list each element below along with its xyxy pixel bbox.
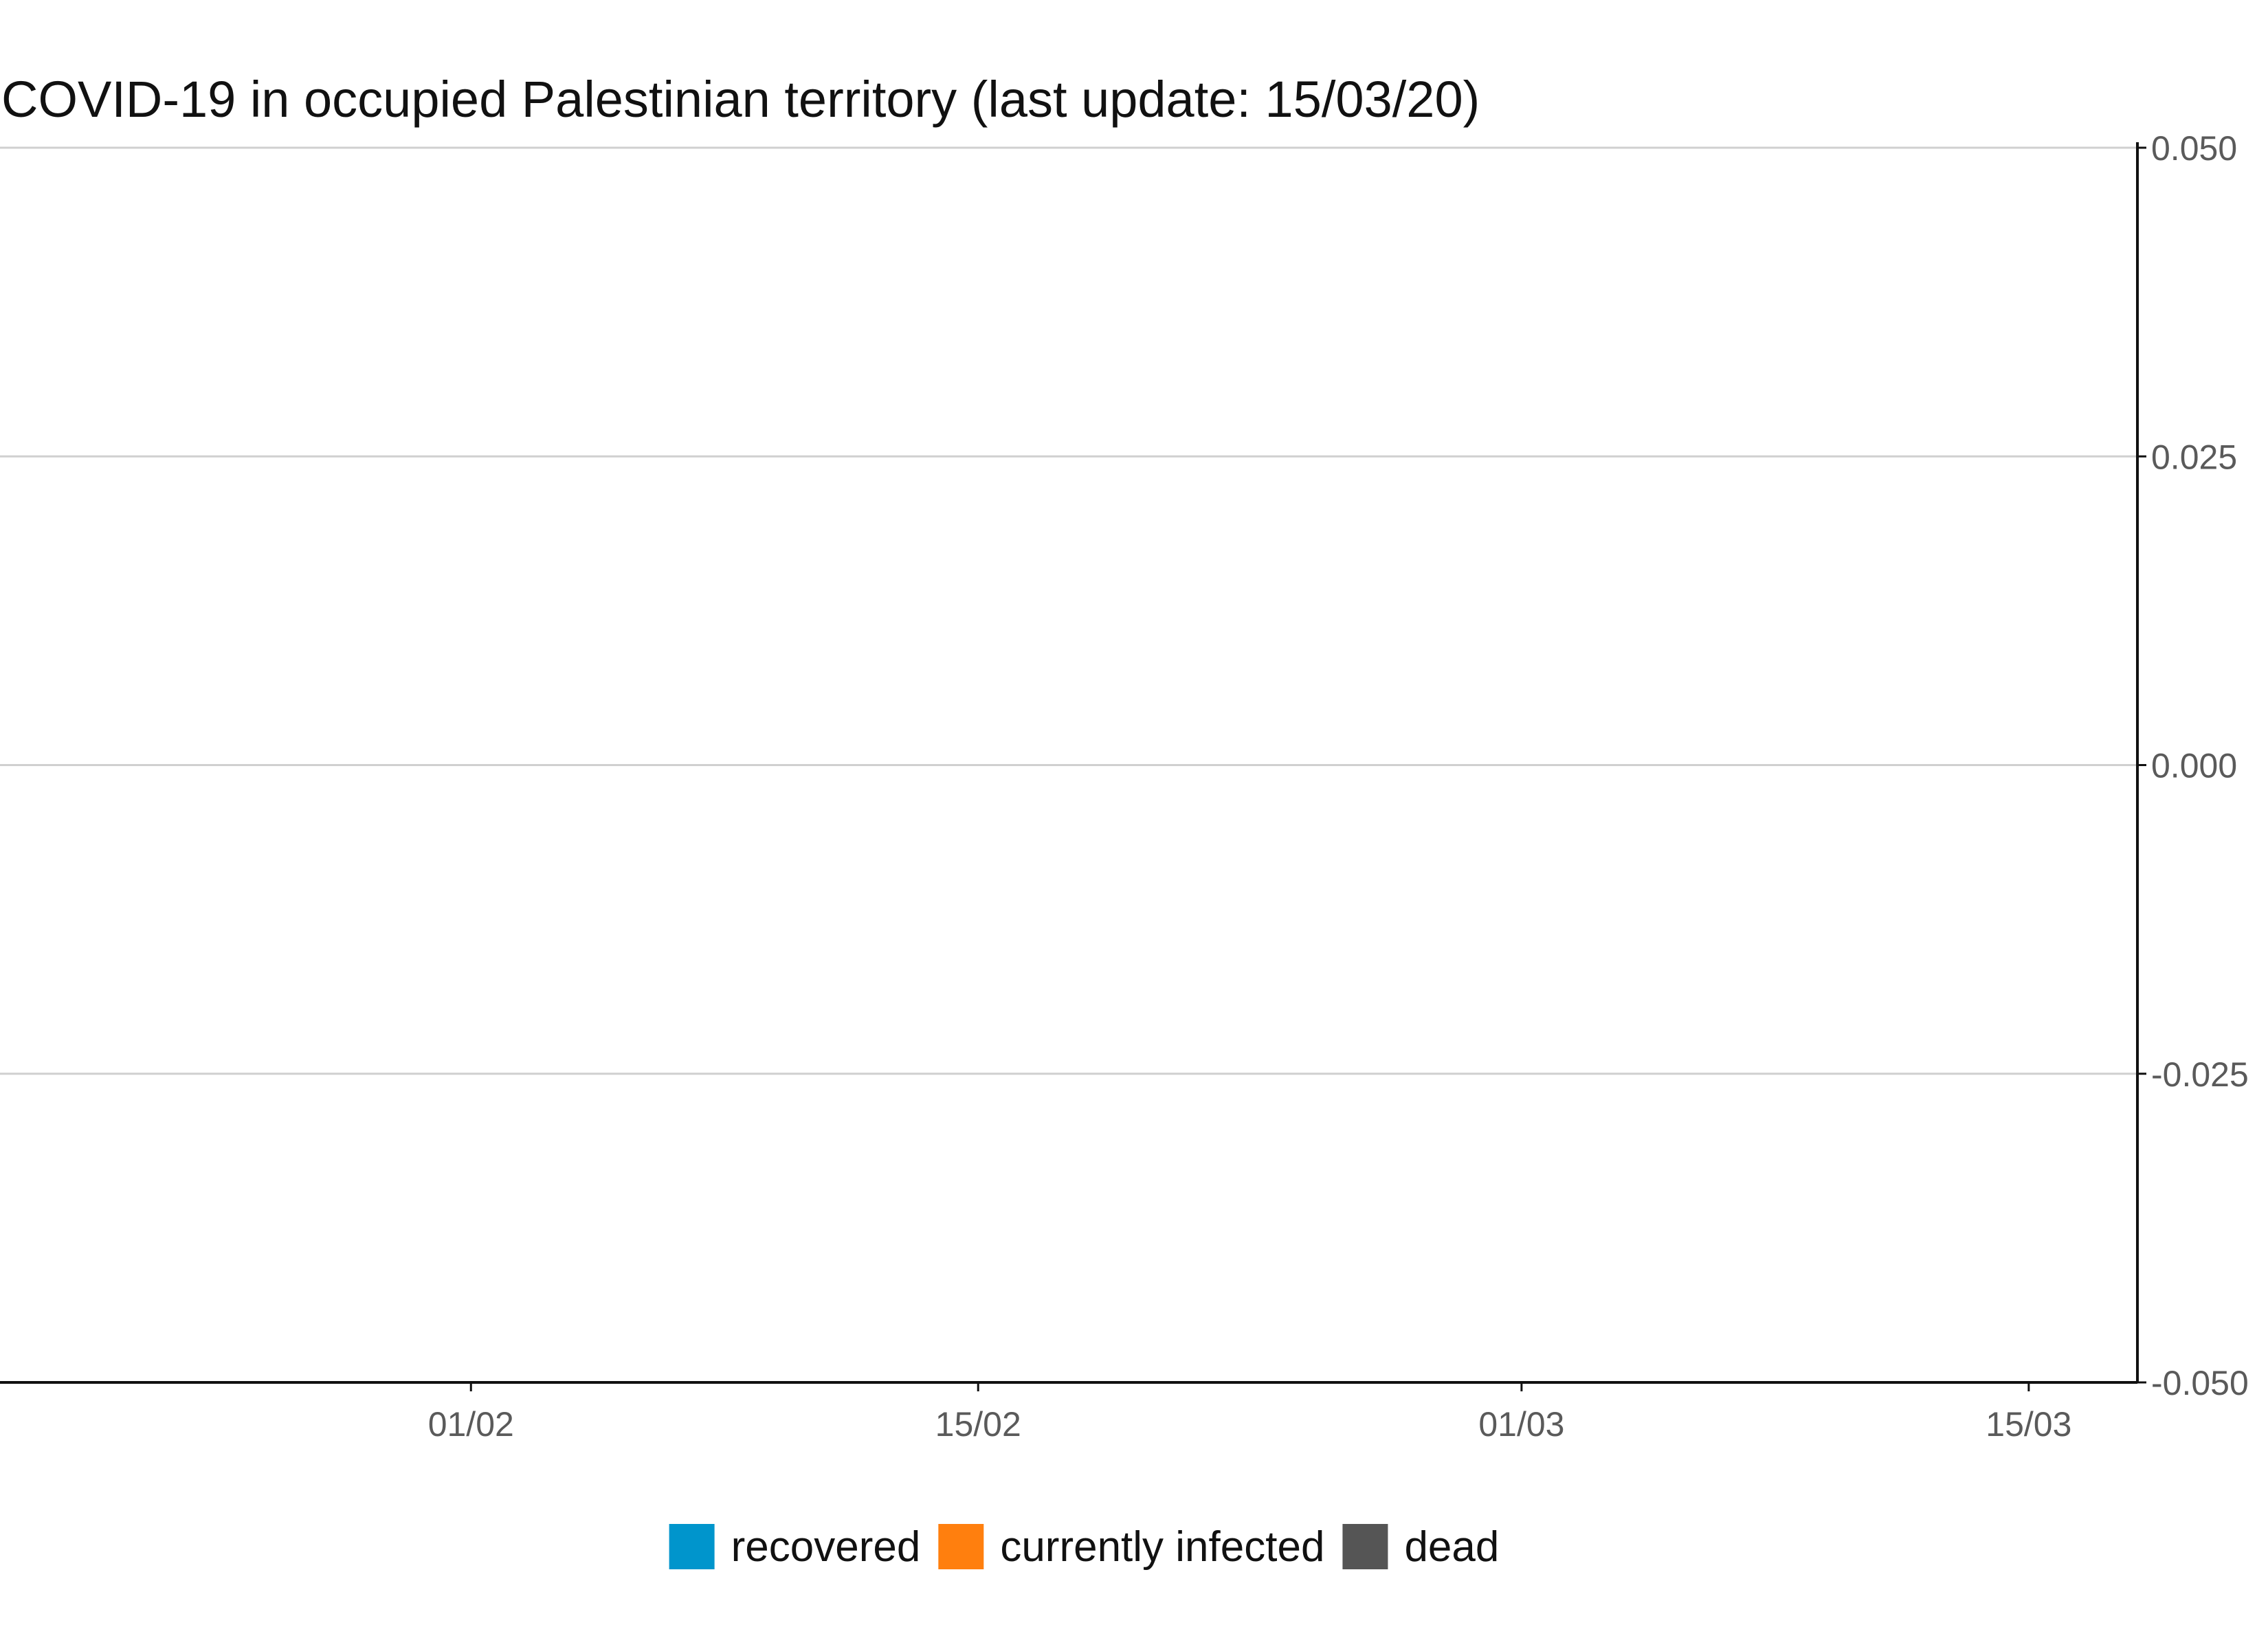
x-axis-ticks: 01/02 15/02 01/03 15/03 (428, 1382, 2071, 1444)
y-tick-label: 0.025 (2151, 438, 2237, 476)
x-tick-label: 15/03 (1986, 1405, 2071, 1444)
y-axis-ticks: 0.050 0.025 0.000 -0.025 -0.050 (2137, 129, 2249, 1402)
legend-swatch (938, 1524, 984, 1569)
legend-label: currently infected (1000, 1523, 1324, 1571)
y-tick-label: -0.025 (2151, 1055, 2249, 1094)
legend: recovered currently infected dead (669, 1523, 1499, 1571)
chart-title: COVID-19 in occupied Palestinian territo… (1, 71, 1480, 128)
legend-label: recovered (731, 1523, 921, 1571)
y-tick-label: 0.000 (2151, 747, 2237, 785)
legend-label: dead (1404, 1523, 1499, 1571)
y-tick-label: 0.050 (2151, 129, 2237, 168)
x-tick-label: 15/02 (935, 1405, 1021, 1444)
axes (0, 142, 2139, 1384)
legend-swatch (669, 1524, 715, 1569)
x-tick-label: 01/02 (428, 1405, 514, 1444)
legend-swatch (1342, 1524, 1388, 1569)
y-tick-label: -0.050 (2151, 1364, 2249, 1402)
x-tick-label: 01/03 (1478, 1405, 1564, 1444)
gridlines (0, 146, 2137, 1075)
